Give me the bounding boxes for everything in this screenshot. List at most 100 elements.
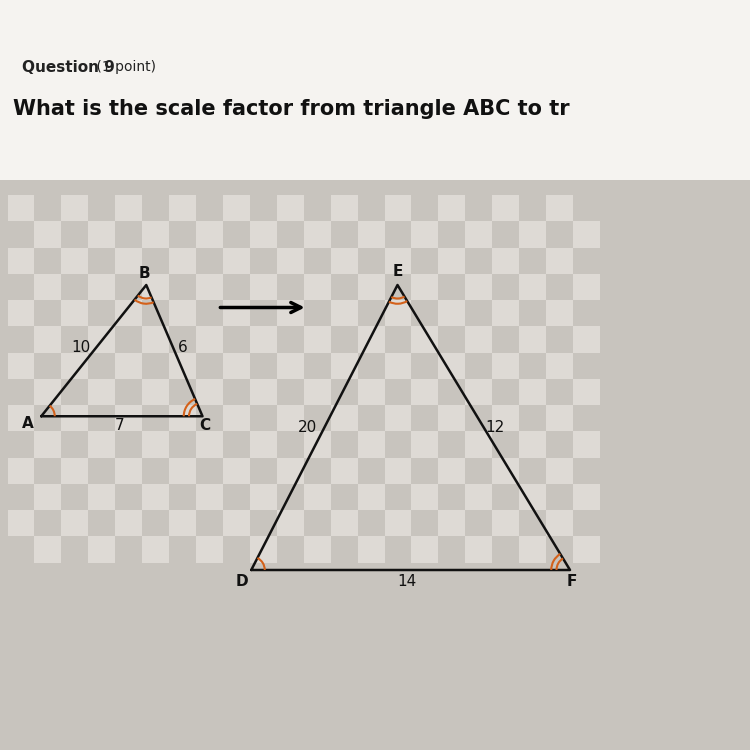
Bar — [8, 458, 34, 484]
Bar — [169, 195, 196, 221]
Bar — [62, 405, 88, 431]
Bar — [250, 536, 277, 562]
Bar — [8, 431, 34, 457]
Bar — [304, 458, 331, 484]
Bar — [331, 431, 358, 457]
Text: What is the scale factor from triangle ABC to tr: What is the scale factor from triangle A… — [13, 99, 570, 118]
Bar — [250, 326, 277, 352]
Bar — [223, 405, 250, 431]
Bar — [223, 458, 250, 484]
Text: 7: 7 — [116, 419, 124, 434]
Bar — [277, 431, 304, 457]
Bar — [88, 510, 116, 536]
Bar — [439, 458, 465, 484]
Bar — [62, 352, 88, 379]
Bar — [304, 352, 331, 379]
Bar — [331, 405, 358, 431]
Bar — [412, 484, 439, 510]
Bar — [439, 221, 465, 248]
Bar — [304, 326, 331, 352]
Bar — [277, 248, 304, 274]
Bar — [465, 248, 492, 274]
Bar — [439, 300, 465, 326]
Bar — [142, 405, 169, 431]
Bar — [573, 484, 600, 510]
Bar — [331, 221, 358, 248]
Bar — [385, 326, 412, 352]
Bar — [465, 484, 492, 510]
Bar — [519, 221, 546, 248]
Bar — [88, 484, 116, 510]
Bar — [492, 536, 519, 562]
Bar — [62, 300, 88, 326]
Bar — [573, 326, 600, 352]
Bar — [223, 326, 250, 352]
Bar — [412, 536, 439, 562]
Bar — [196, 195, 223, 221]
Bar — [465, 300, 492, 326]
Text: B: B — [139, 266, 151, 281]
Bar — [385, 458, 412, 484]
Bar — [88, 431, 116, 457]
Bar — [385, 536, 412, 562]
Bar — [546, 431, 573, 457]
Bar — [331, 379, 358, 405]
Bar — [223, 195, 250, 221]
Bar — [223, 484, 250, 510]
Bar — [277, 379, 304, 405]
Bar — [62, 431, 88, 457]
Bar — [439, 274, 465, 300]
Bar — [412, 352, 439, 379]
Bar — [358, 484, 385, 510]
Bar — [62, 510, 88, 536]
Bar — [8, 379, 34, 405]
Bar — [358, 248, 385, 274]
Bar — [250, 274, 277, 300]
Bar — [519, 405, 546, 431]
Bar — [519, 510, 546, 536]
Bar — [492, 510, 519, 536]
Bar — [412, 221, 439, 248]
Bar — [62, 221, 88, 248]
Bar — [546, 300, 573, 326]
Bar — [519, 274, 546, 300]
Bar — [0, 0, 750, 180]
Bar — [196, 431, 223, 457]
Bar — [385, 300, 412, 326]
Bar — [573, 248, 600, 274]
Bar — [223, 352, 250, 379]
Bar — [277, 221, 304, 248]
Bar — [277, 326, 304, 352]
Bar — [88, 458, 116, 484]
Bar — [8, 300, 34, 326]
Bar — [358, 221, 385, 248]
Bar — [573, 221, 600, 248]
Bar — [169, 326, 196, 352]
Bar — [196, 326, 223, 352]
Bar — [142, 484, 169, 510]
Bar — [439, 248, 465, 274]
Bar — [331, 248, 358, 274]
Bar — [116, 248, 142, 274]
Bar — [277, 352, 304, 379]
Bar — [546, 484, 573, 510]
Bar — [439, 484, 465, 510]
Bar — [573, 405, 600, 431]
Bar — [412, 510, 439, 536]
Bar — [465, 221, 492, 248]
Bar — [142, 458, 169, 484]
Bar — [196, 536, 223, 562]
Bar — [519, 352, 546, 379]
Bar — [439, 431, 465, 457]
Bar — [250, 510, 277, 536]
Bar — [88, 536, 116, 562]
Bar — [439, 195, 465, 221]
Bar — [34, 458, 62, 484]
Bar — [169, 379, 196, 405]
Bar — [88, 248, 116, 274]
Text: D: D — [236, 574, 248, 589]
Bar — [250, 352, 277, 379]
Bar — [492, 379, 519, 405]
Bar — [412, 195, 439, 221]
Bar — [196, 484, 223, 510]
